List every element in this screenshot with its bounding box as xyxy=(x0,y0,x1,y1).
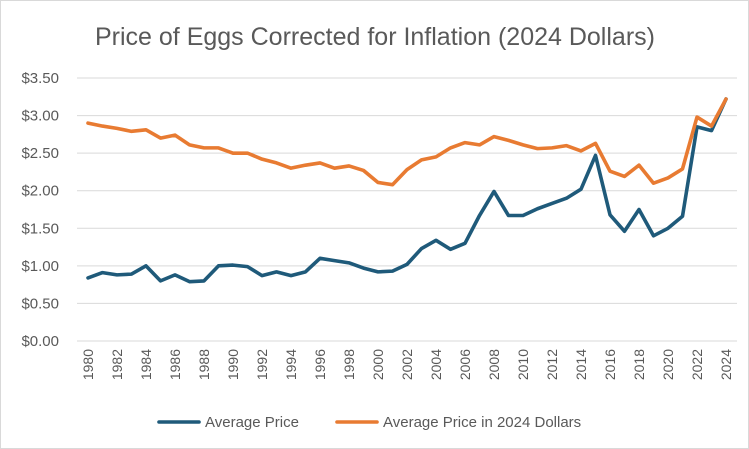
chart-title: Price of Eggs Corrected for Inflation (2… xyxy=(95,23,655,51)
x-tick-label: 2016 xyxy=(602,349,618,380)
y-tick-label: $0.50 xyxy=(21,295,59,312)
series-line-2 xyxy=(86,97,728,187)
y-tick-label: $2.50 xyxy=(21,145,59,162)
legend-label: Average Price in 2024 Dollars xyxy=(383,414,581,431)
series-lines xyxy=(86,97,728,284)
y-tick-label: $0.00 xyxy=(21,333,59,350)
y-tick-label: $1.50 xyxy=(21,220,59,237)
x-tick-label: 1984 xyxy=(138,349,154,380)
y-tick-label: $1.00 xyxy=(21,258,59,275)
x-tick-label: 1982 xyxy=(109,349,125,380)
x-tick-label: 2022 xyxy=(689,349,705,380)
y-tick-label: $3.00 xyxy=(21,108,59,125)
x-tick-label: 1994 xyxy=(283,349,299,380)
x-tick-label: 1992 xyxy=(254,349,270,380)
y-tick-label: $3.50 xyxy=(21,70,59,87)
x-tick-label: 2014 xyxy=(573,349,589,380)
x-tick-label: 2018 xyxy=(631,349,647,380)
x-tick-label: 2012 xyxy=(544,349,560,380)
x-tick-label: 2006 xyxy=(457,349,473,380)
series-line-1 xyxy=(86,97,728,284)
y-tick-label: $2.00 xyxy=(21,183,59,200)
x-tick-label: 1988 xyxy=(196,349,212,380)
x-tick-label: 1996 xyxy=(312,349,328,380)
x-tick-label: 2004 xyxy=(428,349,444,380)
x-tick-label: 2020 xyxy=(660,349,676,380)
x-tick-label: 1998 xyxy=(341,349,357,380)
legend-label: Average Price xyxy=(205,414,299,431)
y-axis-ticks: $0.00 $0.50 $1.00 $1.50 $2.00 $2.50 $3.00 $3.50 xyxy=(21,70,59,350)
x-tick-label: 2010 xyxy=(515,349,531,380)
x-tick-label: 2000 xyxy=(370,349,386,380)
x-tick-label: 2002 xyxy=(399,349,415,380)
x-tick-label: 1980 xyxy=(80,349,96,380)
x-axis-ticks: 1980 1982 1984 1986 1988 1990 1992 1994 1996 1998… xyxy=(80,349,734,380)
x-tick-label: 2024 xyxy=(718,349,734,380)
x-tick-label: 1986 xyxy=(167,349,183,380)
x-tick-label: 1990 xyxy=(225,349,241,380)
x-tick-label: 2008 xyxy=(486,349,502,380)
legend: Average Price Average Price in 2024 Dolla… xyxy=(157,414,581,431)
